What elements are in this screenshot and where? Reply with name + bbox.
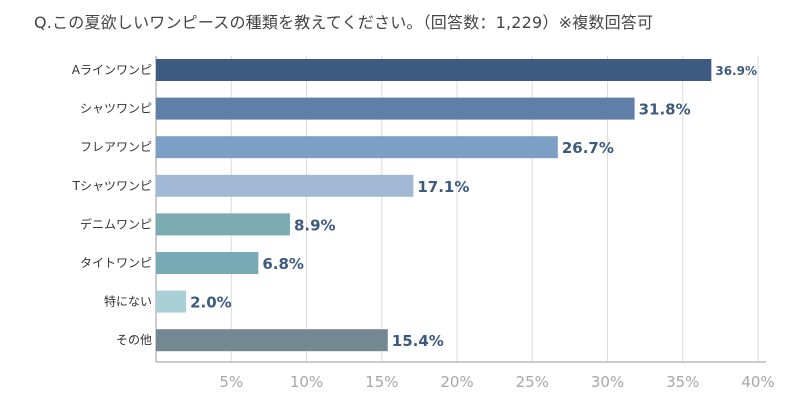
x-tick-label: 25% [516, 373, 549, 391]
data-label: 31.8% [639, 101, 691, 119]
data-label: 36.9% [715, 64, 757, 78]
x-tick-label: 20% [440, 373, 473, 391]
x-tick-label: 40% [741, 373, 774, 391]
bar-1 [156, 59, 712, 81]
bar-7 [156, 290, 187, 313]
data-label: 15.4% [392, 332, 444, 350]
data-label: 8.9% [294, 216, 336, 234]
data-label: 17.1% [417, 178, 469, 196]
bar-4 [156, 174, 414, 197]
x-tick-label: 30% [591, 373, 624, 391]
category-label: Aラインワンピ [72, 63, 152, 77]
x-tick-label: 5% [219, 373, 243, 391]
category-label: デニムワンピ [80, 216, 152, 231]
bar-5 [156, 213, 290, 236]
bar-2 [156, 97, 635, 120]
bar-6 [156, 252, 259, 274]
category-label: タイトワンピ [80, 256, 152, 270]
category-label: シャツワンピ [80, 102, 152, 116]
category-label: フレアワンピ [80, 140, 152, 154]
x-tick-label: 35% [666, 373, 699, 391]
x-tick-label: 15% [365, 373, 398, 391]
category-label: Tシャツワンピ [72, 179, 152, 193]
x-tick-label: 10% [290, 373, 323, 391]
data-label: 26.7% [562, 139, 614, 157]
chart-title: Q.この夏欲しいワンピースの種類を教えてください。（回答数：1,229）※複数回… [34, 13, 654, 32]
category-label: その他 [116, 333, 152, 347]
data-label: 6.8% [262, 255, 304, 273]
category-label: 特にない [104, 294, 152, 309]
bar-8 [156, 329, 388, 352]
data-label: 2.0% [190, 294, 232, 312]
bar-3 [156, 136, 558, 159]
